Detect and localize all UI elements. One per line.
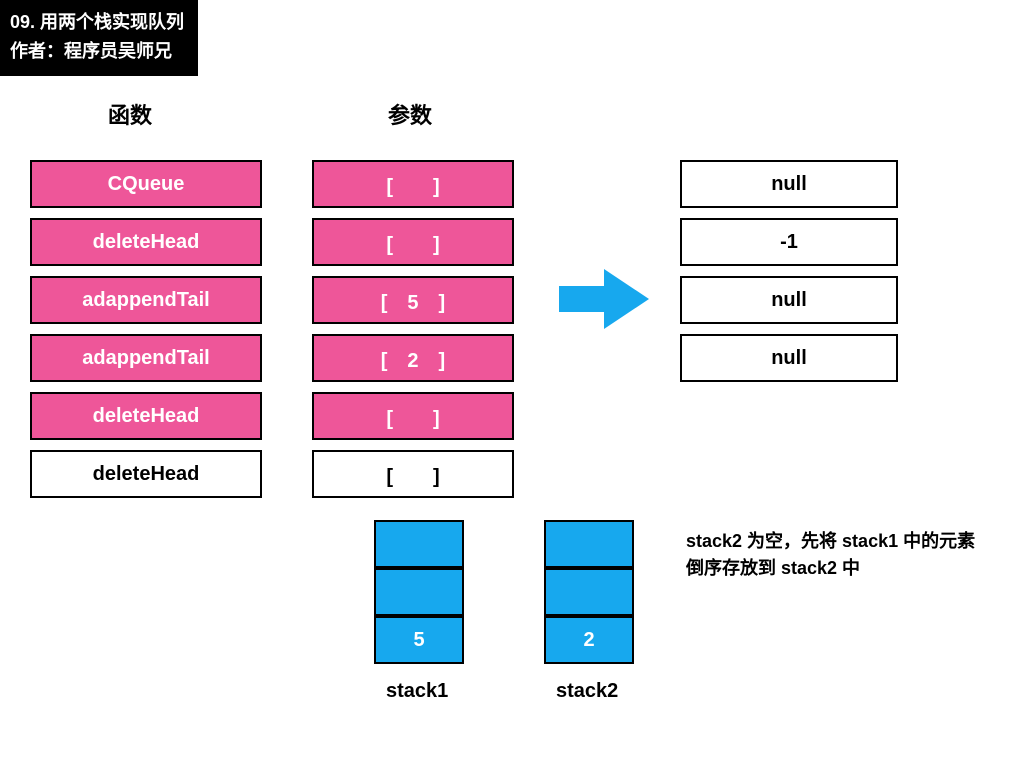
stack-cell [374, 568, 464, 616]
function-cell: adappendTail [30, 276, 262, 324]
params-column-title: 参数 [388, 98, 432, 130]
param-cell: [ ] [312, 160, 514, 208]
param-cell: [ 2 ] [312, 334, 514, 382]
function-cell: deleteHead [30, 392, 262, 440]
arrow-icon [554, 264, 654, 334]
result-cell: -1 [680, 218, 898, 266]
stack-cell [544, 568, 634, 616]
stack-label: stack1 [386, 680, 448, 703]
param-cell: [ ] [312, 392, 514, 440]
result-cell: null [680, 334, 898, 382]
stack-cell: 5 [374, 616, 464, 664]
stack-label: stack2 [556, 680, 618, 703]
result-cell: null [680, 276, 898, 324]
title-header: 09. 用两个栈实现队列 作者：程序员吴师兄 [0, 0, 198, 76]
stack-cell [374, 520, 464, 568]
function-cell: deleteHead [30, 450, 262, 498]
problem-title: 09. 用两个栈实现队列 [10, 8, 184, 37]
param-cell: [ ] [312, 218, 514, 266]
function-cell: CQueue [30, 160, 262, 208]
author-line: 作者：程序员吴师兄 [10, 37, 184, 66]
functions-column-title: 函数 [108, 98, 152, 130]
stack-cell [544, 520, 634, 568]
function-cell: deleteHead [30, 218, 262, 266]
explanation-caption: stack2 为空，先将 stack1 中的元素倒序存放到 stack2 中 [686, 528, 986, 582]
function-cell: adappendTail [30, 334, 262, 382]
param-cell: [ ] [312, 450, 514, 498]
param-cell: [ 5 ] [312, 276, 514, 324]
result-cell: null [680, 160, 898, 208]
stack-cell: 2 [544, 616, 634, 664]
